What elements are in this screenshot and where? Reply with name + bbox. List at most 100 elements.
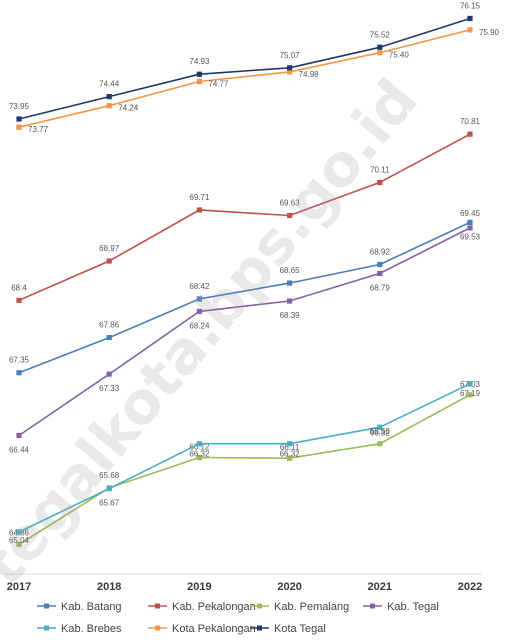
data-label: 65.68: [99, 471, 120, 480]
legend-swatch-marker: [155, 603, 160, 609]
series-kota-pekalongan: 73.77 74.24 74.77 74.98 75.40 75.90: [16, 27, 500, 134]
data-point: [106, 94, 112, 100]
series-kab-pekalongan: 68.4 68.97 69.71 69.63 70.11 70.81: [11, 117, 481, 303]
data-point: [287, 280, 293, 286]
data-point: [16, 529, 22, 535]
data-label: 67.33: [99, 384, 120, 393]
data-label: 67.86: [99, 321, 120, 330]
legend-swatch-marker: [257, 625, 262, 631]
series-line: [18, 394, 471, 546]
data-label: 75.90: [479, 28, 500, 37]
data-label: 66.32: [370, 429, 391, 438]
data-label: 65.04: [9, 536, 30, 545]
x-axis: 2017 2018 2019 2020 2021 2022: [5, 573, 482, 593]
legend-item: Kab. Pemalang: [250, 601, 349, 613]
data-label: 68.39: [280, 311, 301, 320]
data-point: [106, 334, 112, 341]
data-label: 70.81: [460, 117, 481, 126]
series-line: [18, 227, 471, 437]
data-label: 68.42: [189, 282, 210, 291]
legend-label: Kab. Pemalang: [274, 601, 349, 613]
data-point: [106, 371, 112, 377]
data-point: [287, 65, 293, 71]
data-label: 74.98: [299, 70, 320, 79]
data-label: 68.79: [370, 283, 391, 292]
data-point: [467, 15, 473, 22]
data-label: 66.32: [189, 450, 210, 459]
plot-area: 67.3567.8668.4268.6568.9269.5368.468.976…: [9, 1, 500, 548]
data-label: 73.77: [28, 125, 49, 134]
legend-label: Kota Pekalongan: [172, 623, 256, 635]
data-label: 66.12: [189, 443, 210, 452]
data-point: [377, 424, 383, 430]
data-label: 68.4: [11, 283, 27, 292]
data-point: [467, 219, 473, 226]
x-tick-label: 2020: [277, 581, 301, 593]
data-point: [287, 212, 293, 219]
legend-item: Kota Pekalongan: [148, 623, 256, 635]
data-label: 75.07: [280, 51, 301, 60]
data-point: [467, 392, 473, 398]
data-point: [467, 381, 473, 387]
data-label: 69.63: [280, 199, 301, 208]
data-label: 66.44: [9, 445, 30, 454]
x-tick-label: 2017: [7, 581, 31, 593]
x-tick-label: 2022: [458, 581, 482, 593]
data-point: [16, 116, 22, 122]
data-label: 75.52: [370, 30, 391, 39]
data-label: 66.32: [280, 450, 301, 459]
data-point: [196, 78, 202, 85]
legend: Kab. Batang Kab. Pekalongan Kab. Pemalang K…: [37, 601, 439, 635]
legend-item: Kab. Tegal: [363, 601, 439, 613]
data-point: [377, 441, 383, 447]
data-point: [196, 441, 202, 447]
data-label: 75.40: [389, 51, 410, 60]
data-label: 74.77: [208, 80, 229, 89]
data-point: [377, 261, 383, 268]
legend-label: Kab. Tegal: [387, 601, 439, 613]
data-point: [287, 455, 293, 461]
data-label: 70.11: [370, 165, 390, 174]
data-point: [196, 308, 202, 314]
legend-swatch-marker: [155, 625, 160, 631]
data-label: 65.67: [99, 499, 120, 508]
data-point: [16, 124, 22, 130]
legend-item: Kab. Pekalongan: [148, 601, 256, 613]
data-point: [377, 270, 383, 277]
data-label: 69.53: [460, 232, 481, 241]
series-line: [18, 133, 471, 302]
series-line: [18, 221, 471, 374]
legend-label: Kota Tegal: [274, 623, 326, 635]
legend-swatch-marker: [257, 603, 262, 609]
data-label: 74.24: [118, 104, 139, 113]
legend-label: Kab. Brebes: [61, 623, 122, 635]
legend-swatch-marker: [44, 603, 49, 609]
data-point: [377, 179, 383, 186]
data-label: 68.65: [280, 266, 301, 275]
data-point: [16, 297, 22, 303]
legend-item: Kab. Brebes: [37, 623, 122, 635]
data-point: [287, 441, 293, 447]
x-tick-label: 2019: [187, 581, 211, 593]
watermark: tegalkota.bps.go.id: [0, 66, 431, 598]
series-line: [18, 383, 471, 533]
data-point: [287, 69, 293, 75]
data-point: [377, 44, 383, 50]
legend-label: Kab. Pekalongan: [172, 601, 256, 613]
data-label: 69.71: [189, 193, 210, 202]
legend-label: Kab. Batang: [61, 601, 122, 613]
series-kab-tegal: 66.44 67.33 68.24 68.39 68.79 69.45: [9, 209, 481, 455]
data-point: [196, 71, 202, 77]
data-label: 66.56: [370, 427, 391, 436]
data-label: 68.24: [189, 321, 210, 330]
data-label: 74.44: [99, 80, 120, 89]
data-label: 68.97: [99, 244, 120, 253]
data-label: 67.19: [460, 389, 481, 398]
data-point: [467, 225, 473, 231]
data-point: [106, 103, 112, 109]
data-point: [106, 485, 112, 492]
data-point: [106, 258, 112, 264]
data-point: [196, 454, 202, 461]
